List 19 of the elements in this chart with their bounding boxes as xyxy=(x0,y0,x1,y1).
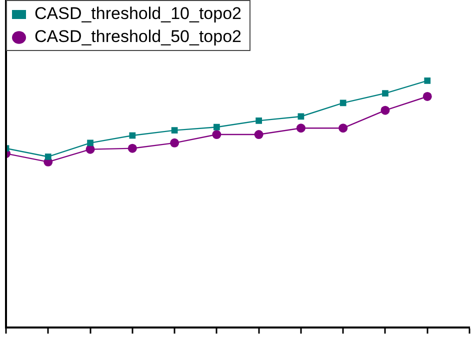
point xyxy=(256,118,262,124)
point xyxy=(44,154,52,160)
legend-label: CASD_threshold_10_topo2 xyxy=(34,4,242,24)
point xyxy=(340,100,346,106)
point xyxy=(129,132,136,139)
point xyxy=(214,124,220,130)
point xyxy=(338,124,348,133)
point xyxy=(254,130,264,140)
point xyxy=(382,90,388,96)
point xyxy=(296,124,306,133)
point xyxy=(212,130,222,140)
point xyxy=(87,140,94,146)
point xyxy=(170,138,180,148)
point xyxy=(128,144,137,153)
legend-label: CASD_threshold_50_topo2 xyxy=(34,27,242,46)
point xyxy=(380,106,390,115)
point xyxy=(422,92,432,101)
point xyxy=(424,78,431,84)
point xyxy=(171,127,178,134)
